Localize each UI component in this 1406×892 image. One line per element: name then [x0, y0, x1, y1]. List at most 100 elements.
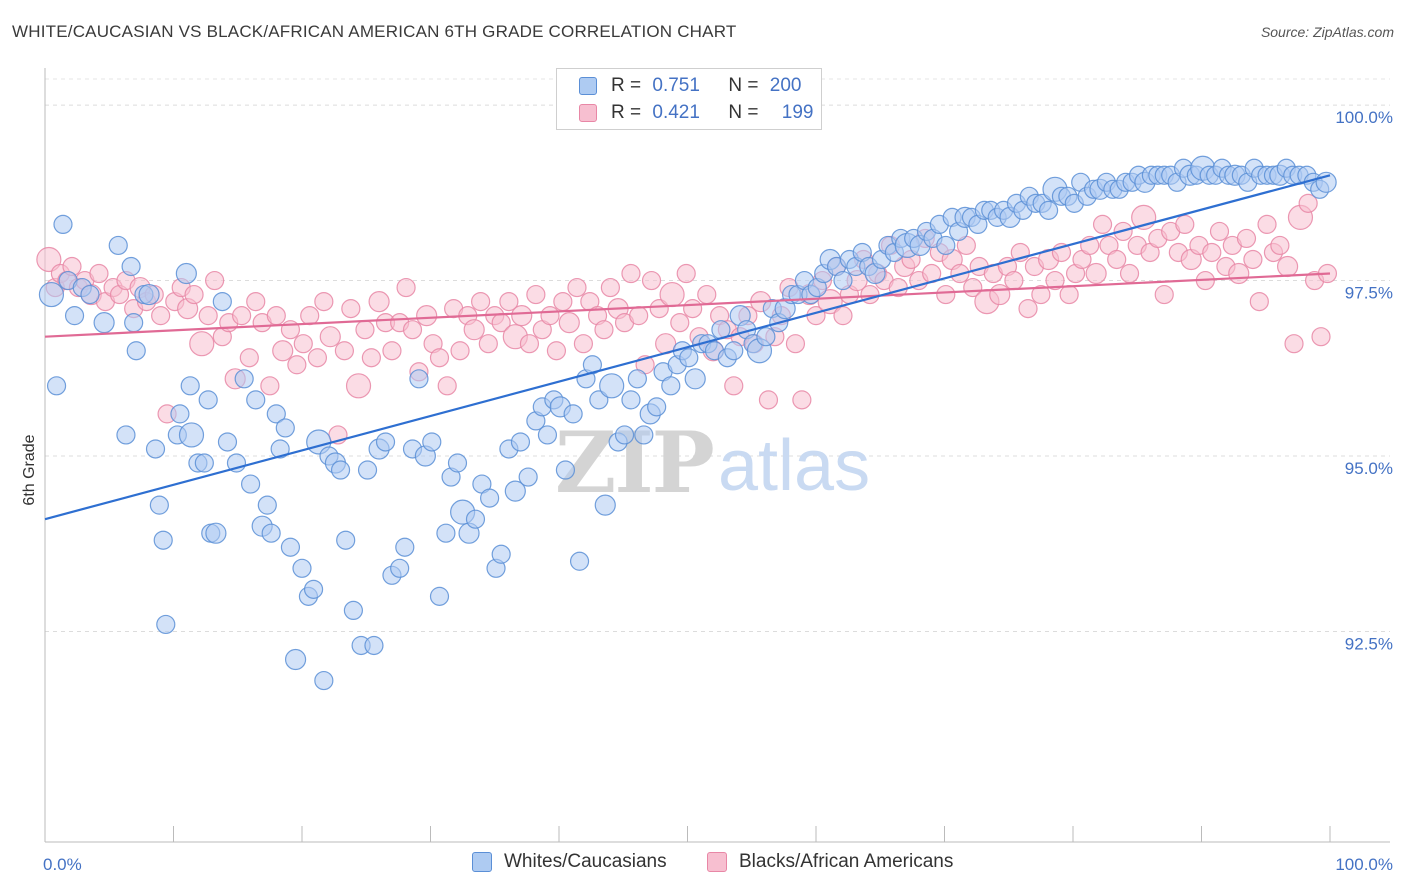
data-point-whites	[180, 376, 200, 396]
data-point-whites	[156, 614, 176, 635]
data-point-blacks	[272, 340, 294, 362]
data-point-blacks	[649, 299, 669, 319]
legend-r-label: R =	[611, 102, 642, 123]
data-point-blacks	[1175, 214, 1195, 234]
legend-swatch-blue	[472, 852, 492, 872]
legend-item-blacks[interactable]: Blacks/African Americans	[707, 851, 953, 873]
series-whites-points	[38, 155, 1337, 691]
data-point-whites	[621, 390, 641, 410]
legend-n-value: 199	[781, 102, 814, 123]
data-point-blacks	[989, 283, 1011, 306]
data-point-whites	[569, 551, 590, 571]
data-point-blacks	[1249, 292, 1269, 312]
data-point-whites	[684, 368, 706, 390]
axes	[44, 68, 1390, 843]
legend-r-label: R =	[611, 75, 642, 96]
data-point-whites	[205, 522, 227, 544]
data-point-whites	[563, 404, 583, 424]
data-point-blacks	[785, 334, 806, 354]
data-point-blacks	[697, 284, 717, 305]
watermark: ZIP atlas	[555, 413, 870, 512]
data-point-blacks	[293, 334, 313, 354]
data-point-whites	[194, 453, 214, 473]
data-point-blacks	[396, 277, 416, 298]
data-point-blacks	[683, 299, 703, 319]
data-point-blacks	[151, 306, 171, 326]
data-point-blacks	[368, 291, 390, 313]
data-point-blacks	[341, 299, 361, 319]
data-point-blacks	[189, 331, 215, 357]
data-point-whites	[116, 425, 136, 445]
data-point-whites	[936, 235, 956, 256]
data-point-whites	[175, 262, 197, 285]
data-point-whites	[833, 270, 853, 291]
data-point-whites	[275, 418, 295, 438]
x-tick-labels: 0.0% 100.0%	[43, 855, 1393, 874]
data-point-blacks	[792, 390, 812, 410]
data-point-whites	[145, 439, 166, 459]
data-point-whites	[178, 422, 205, 448]
data-point-whites	[375, 432, 396, 452]
data-point-whites	[491, 544, 511, 564]
legend-row-whites: R = 0.751 N = 200	[579, 73, 801, 99]
data-point-blacks	[1236, 228, 1257, 249]
data-point-whites	[261, 523, 281, 543]
data-point-whites	[756, 327, 776, 347]
data-point-blacks	[1209, 221, 1230, 242]
data-point-whites	[53, 214, 73, 234]
data-point-blacks	[1202, 242, 1222, 263]
legend-swatch-pink	[579, 104, 597, 122]
data-point-blacks	[629, 306, 649, 326]
data-point-blacks	[1059, 284, 1079, 305]
data-point-whites	[303, 579, 324, 599]
data-point-whites	[64, 306, 85, 326]
data-point-whites	[280, 537, 301, 557]
data-point-whites	[46, 376, 67, 396]
data-point-whites	[246, 390, 266, 410]
legend-n-label: N =	[728, 75, 759, 96]
data-point-whites	[589, 390, 609, 410]
data-point-whites	[679, 348, 699, 368]
data-point-whites	[241, 474, 261, 494]
data-point-blacks	[1031, 284, 1051, 305]
data-point-whites	[390, 558, 410, 578]
data-point-whites	[343, 600, 363, 621]
data-point-whites	[93, 312, 115, 334]
legend-item-whites[interactable]: Whites/Caucasians	[472, 851, 667, 873]
data-point-blacks	[519, 334, 540, 354]
data-point-whites	[647, 397, 667, 417]
data-point-blacks	[1284, 334, 1304, 354]
data-point-blacks	[361, 348, 381, 368]
data-point-blacks	[89, 263, 109, 284]
data-point-blacks	[437, 376, 457, 396]
data-point-blacks	[334, 341, 355, 361]
data-point-whites	[409, 369, 429, 389]
data-point-blacks	[429, 348, 450, 368]
y-tick-label: 100.0%	[1335, 108, 1393, 127]
data-point-whites	[80, 284, 100, 305]
data-point-blacks	[471, 292, 491, 312]
data-point-blacks	[239, 348, 259, 368]
data-point-blacks	[345, 373, 372, 399]
data-point-blacks	[266, 306, 286, 326]
data-point-whites	[257, 495, 277, 515]
data-point-blacks	[1228, 262, 1250, 285]
data-point-blacks	[676, 263, 696, 284]
data-point-whites	[124, 313, 144, 333]
data-point-whites	[284, 648, 307, 671]
x-tick-label: 100.0%	[1335, 855, 1393, 874]
data-point-whites	[357, 460, 378, 480]
data-point-whites	[126, 341, 146, 361]
data-point-blacks	[1092, 214, 1113, 234]
data-point-whites	[121, 256, 141, 277]
data-point-blacks	[307, 348, 328, 368]
data-point-whites	[724, 341, 744, 361]
data-point-whites	[270, 439, 290, 459]
y-axis-label: 6th Grade	[21, 434, 38, 505]
data-point-whites	[518, 467, 538, 487]
data-point-blacks	[659, 281, 685, 308]
data-point-whites	[153, 530, 173, 550]
data-point-blacks	[558, 312, 580, 334]
data-point-blacks	[600, 277, 621, 298]
